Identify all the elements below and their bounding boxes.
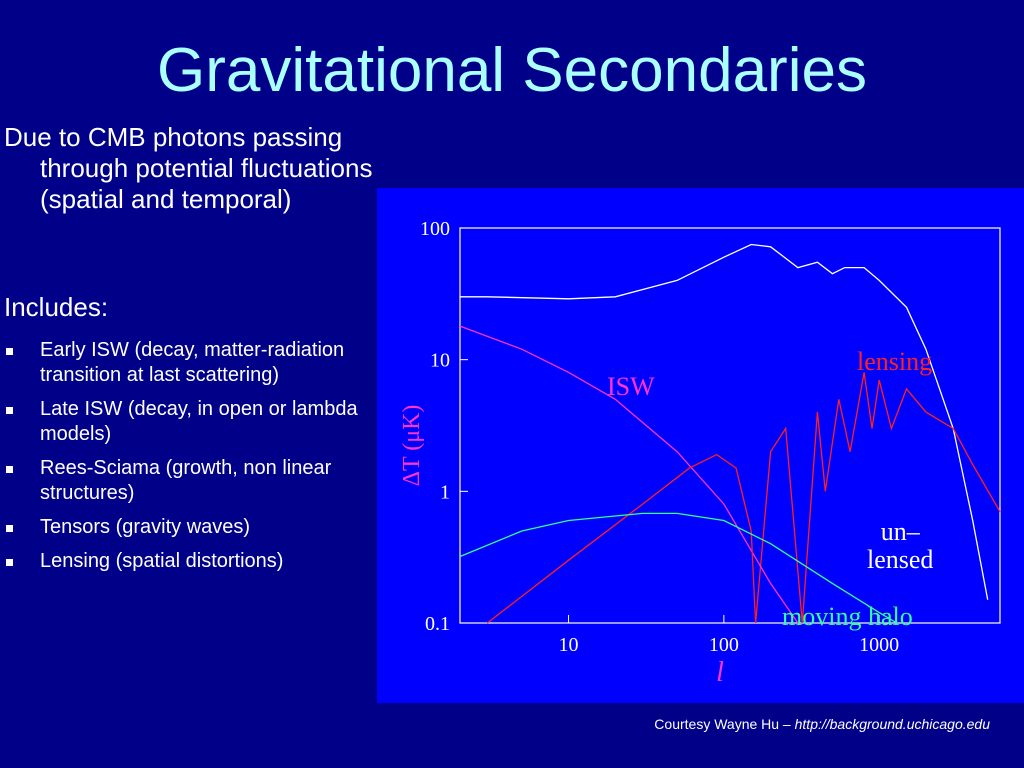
bullet-list: Early ISW (decay, matter-radiation trans… xyxy=(4,338,404,583)
series-line xyxy=(460,243,989,600)
y-tick-label: 0.1 xyxy=(425,613,450,635)
series-line xyxy=(459,325,799,624)
series-line xyxy=(459,512,898,624)
x-tick-label: 100 xyxy=(709,634,739,656)
series-line xyxy=(486,453,757,624)
bullet: Early ISW (decay, matter-radiation trans… xyxy=(4,338,376,388)
bullet: Late ISW (decay, in open or lambda model… xyxy=(4,397,376,447)
series-label: lensing xyxy=(857,347,933,376)
intro: Due to CMB photons passing through poten… xyxy=(4,122,373,214)
chart: 10 100 1000 0.1 1 10 100 l ΔT (μK) un– lensed len… xyxy=(377,188,1024,703)
includes: Includes: xyxy=(4,292,109,322)
y-tick-label: 10 xyxy=(430,350,450,372)
slide-title: Gravitational Secondaries xyxy=(157,36,867,105)
series-label: un– lensed xyxy=(867,517,934,574)
bullet: Rees-Sciama (growth, non linear structur… xyxy=(4,456,376,506)
credit-url: http://background.uchicago.edu xyxy=(794,716,990,732)
bullet: Tensors (gravity waves) xyxy=(4,515,376,540)
series-label: moving halo xyxy=(782,602,913,631)
bullet: Lensing (spatial distortions) xyxy=(4,549,376,574)
y-axis-label: ΔT (μK) xyxy=(399,405,425,487)
series-line xyxy=(754,372,1001,624)
series-label: ISW xyxy=(607,372,655,401)
x-tick-label: 10 xyxy=(559,634,579,656)
plot-frame xyxy=(459,227,1001,624)
credit-text: Courtesy Wayne Hu – xyxy=(654,716,795,732)
y-tick-label: 1 xyxy=(440,481,450,503)
y-tick-label: 100 xyxy=(420,218,450,240)
x-tick-label: 1000 xyxy=(859,634,899,656)
x-axis-label: l xyxy=(716,657,724,688)
credit: Courtesy Wayne Hu – http://background.uc… xyxy=(654,716,990,732)
